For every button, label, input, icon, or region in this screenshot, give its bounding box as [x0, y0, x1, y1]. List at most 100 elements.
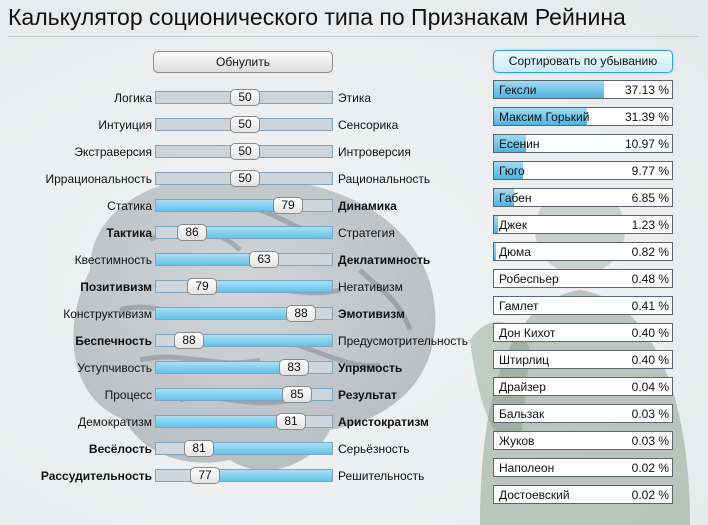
- result-name: Достоевский: [499, 488, 570, 502]
- result-name: Штирлиц: [499, 353, 550, 367]
- result-item: Габен 6.85 %: [493, 188, 673, 207]
- trait-slider-track[interactable]: 83: [155, 359, 333, 376]
- result-item: Гюго 9.77 %: [493, 161, 673, 180]
- result-percent: 0.02 %: [631, 488, 669, 502]
- result-item: Штирлиц 0.40 %: [493, 350, 673, 369]
- trait-row: Конструктивизм 88 Эмотивизм: [0, 304, 480, 324]
- trait-slider-thumb[interactable]: 88: [286, 305, 316, 322]
- trait-slider-track[interactable]: 81: [155, 413, 333, 430]
- trait-slider-thumb[interactable]: 50: [230, 170, 260, 187]
- result-item: Достоевский 0.02 %: [493, 485, 673, 504]
- trait-slider-fill: [156, 389, 297, 400]
- reset-button[interactable]: Обнулить: [153, 51, 333, 73]
- trait-left-label: Экстраверсия: [74, 145, 152, 159]
- trait-slider-track[interactable]: 50: [155, 170, 333, 187]
- result-percent: 6.85 %: [631, 191, 669, 205]
- result-item: Максим Горький 31.39 %: [493, 107, 673, 126]
- result-bar: [494, 162, 523, 179]
- trait-slider-thumb[interactable]: 86: [177, 224, 207, 241]
- trait-slider-track[interactable]: 88: [155, 305, 333, 322]
- trait-left-label: Тактика: [106, 226, 152, 240]
- trait-right-label: Решительность: [338, 469, 425, 483]
- trait-right-label: Стратегия: [338, 226, 395, 240]
- trait-left-label: Логика: [114, 91, 152, 105]
- trait-slider-track[interactable]: 77: [155, 467, 333, 484]
- result-item: Гамлет 0.41 %: [493, 296, 673, 315]
- trait-slider-thumb[interactable]: 63: [249, 251, 279, 268]
- trait-left-label: Квестимность: [74, 253, 152, 267]
- trait-row: Беспечность 88 Предусмотрительность: [0, 331, 480, 351]
- trait-right-label: Аристократизм: [338, 415, 429, 429]
- sort-descending-button[interactable]: Сортировать по убыванию: [493, 50, 673, 73]
- trait-slider-fill: [205, 470, 332, 481]
- page-title: Калькулятор соционического типа по Призн…: [8, 4, 698, 37]
- result-name: Дюма: [499, 245, 531, 259]
- result-bar: [494, 216, 498, 233]
- trait-right-label: Упрямость: [338, 361, 403, 375]
- result-name: Габен: [499, 191, 532, 205]
- trait-row: Иррациональность 50 Рациональность: [0, 169, 480, 189]
- trait-slider-track[interactable]: 88: [155, 332, 333, 349]
- trait-slider-track[interactable]: 63: [155, 251, 333, 268]
- trait-left-label: Интуиция: [98, 118, 152, 132]
- trait-right-label: Серьёзность: [338, 442, 410, 456]
- result-item: Джек 1.23 %: [493, 215, 673, 234]
- trait-slider-fill: [192, 227, 332, 238]
- trait-slider-track[interactable]: 86: [155, 224, 333, 241]
- trait-slider-thumb[interactable]: 81: [184, 440, 214, 457]
- result-item: Робеспьер 0.48 %: [493, 269, 673, 288]
- trait-slider-track[interactable]: 50: [155, 89, 333, 106]
- result-percent: 0.41 %: [631, 299, 669, 313]
- trait-row: Интуиция 50 Сенсорика: [0, 115, 480, 135]
- trait-slider-thumb[interactable]: 50: [230, 89, 260, 106]
- trait-slider-track[interactable]: 79: [155, 197, 333, 214]
- trait-row: Квестимность 63 Деклатимность: [0, 250, 480, 270]
- result-item: Жуков 0.03 %: [493, 431, 673, 450]
- trait-slider-thumb[interactable]: 81: [276, 413, 306, 430]
- result-percent: 0.82 %: [631, 245, 669, 259]
- trait-slider-thumb[interactable]: 77: [190, 467, 220, 484]
- result-percent: 9.77 %: [631, 164, 669, 178]
- result-bar: [494, 243, 497, 260]
- result-name: Бальзак: [499, 407, 545, 421]
- trait-slider-thumb[interactable]: 50: [230, 143, 260, 160]
- result-percent: 0.03 %: [631, 407, 669, 421]
- trait-row: Экстраверсия 50 Интроверсия: [0, 142, 480, 162]
- result-item: Драйзер 0.04 %: [493, 377, 673, 396]
- trait-slider-fill: [156, 362, 294, 373]
- result-name: Гамлет: [499, 299, 539, 313]
- trait-right-label: Негативизм: [338, 280, 403, 294]
- trait-slider-thumb[interactable]: 85: [282, 386, 312, 403]
- trait-slider-track[interactable]: 85: [155, 386, 333, 403]
- trait-slider-fill: [199, 443, 332, 454]
- result-name: Дон Кихот: [499, 326, 556, 340]
- result-name: Есенин: [499, 137, 540, 151]
- trait-row: Логика 50 Этика: [0, 88, 480, 108]
- result-bar: [494, 108, 587, 125]
- trait-row: Процесс 85 Результат: [0, 385, 480, 405]
- trait-slider-track[interactable]: 79: [155, 278, 333, 295]
- trait-slider-track[interactable]: 81: [155, 440, 333, 457]
- result-percent: 0.48 %: [631, 272, 669, 286]
- result-percent: 0.04 %: [631, 380, 669, 394]
- trait-slider-track[interactable]: 50: [155, 116, 333, 133]
- trait-slider-thumb[interactable]: 88: [174, 332, 204, 349]
- trait-slider-track[interactable]: 50: [155, 143, 333, 160]
- trait-left-label: Процесс: [104, 388, 152, 402]
- trait-slider-thumb[interactable]: 79: [187, 278, 217, 295]
- result-percent: 0.02 %: [631, 461, 669, 475]
- trait-slider-thumb[interactable]: 50: [230, 116, 260, 133]
- trait-slider-fill: [156, 254, 264, 265]
- trait-right-label: Эмотивизм: [338, 307, 405, 321]
- trait-row: Весёлость 81 Серьёзность: [0, 439, 480, 459]
- trait-slider-thumb[interactable]: 83: [279, 359, 309, 376]
- trait-left-label: Уступчивость: [77, 361, 152, 375]
- result-name: Джек: [499, 218, 528, 232]
- result-percent: 0.03 %: [631, 434, 669, 448]
- trait-left-label: Рассудительность: [40, 469, 152, 483]
- trait-slider-fill: [156, 200, 288, 211]
- result-percent: 37.13 %: [624, 83, 669, 97]
- trait-slider-thumb[interactable]: 79: [273, 197, 303, 214]
- result-percent: 1.23 %: [631, 218, 669, 232]
- trait-left-label: Весёлость: [88, 442, 152, 456]
